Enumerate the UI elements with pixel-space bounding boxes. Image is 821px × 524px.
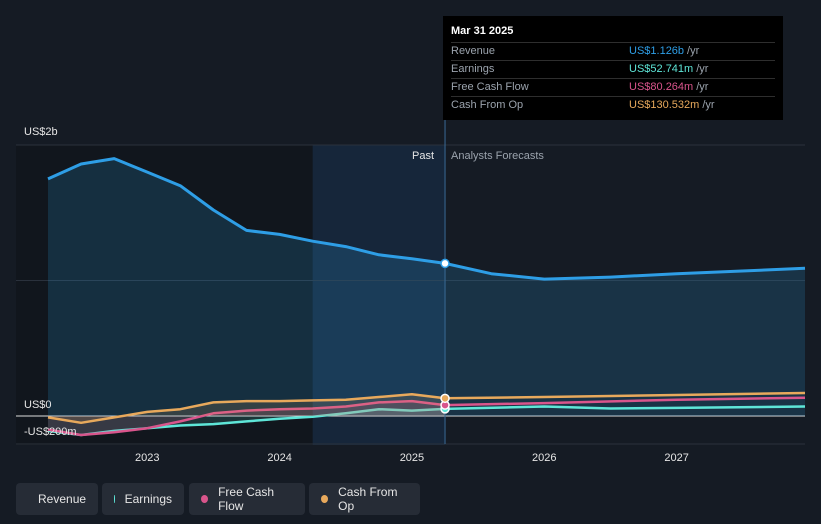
tooltip-value: US$80.264m — [629, 81, 694, 93]
series-area-earnings — [48, 408, 446, 435]
tooltip-row-revenue: Revenue US$1.126b /yr — [451, 42, 775, 60]
forecast-label: Analysts Forecasts — [451, 150, 544, 162]
legend-cash-from-op[interactable]: Cash From Op — [309, 483, 420, 515]
x-tick-label: 2024 — [267, 452, 291, 464]
series-line-free-cash-flow — [47, 396, 806, 437]
legend-revenue[interactable]: Revenue — [16, 483, 98, 515]
legend-label: Revenue — [38, 492, 87, 506]
tooltip-value: US$130.532m — [629, 99, 700, 111]
tooltip-value: US$52.741m — [629, 63, 694, 75]
tooltip-value: US$1.126b — [629, 45, 685, 57]
tooltip-row-earnings: Earnings US$52.741m /yr — [451, 60, 775, 78]
x-tick-label: 2023 — [135, 452, 159, 464]
tooltip-label: Free Cash Flow — [451, 81, 529, 93]
marker-revenue — [440, 258, 450, 269]
tooltip-row-cfo: Cash From Op US$130.532m /yr — [451, 96, 775, 114]
legend-free-cash-flow[interactable]: Free Cash Flow — [189, 483, 305, 515]
tooltip-unit: /yr — [702, 99, 715, 111]
series-line-revenue — [47, 157, 806, 281]
past-shade — [16, 145, 313, 445]
tooltip-unit: /yr — [696, 63, 709, 75]
tooltip-unit: /yr — [696, 81, 709, 93]
series-area-revenue — [48, 158, 805, 416]
x-tick-label: 2026 — [532, 452, 556, 464]
series-area-free-cash-flow — [48, 401, 446, 435]
legend-label: Earnings — [124, 492, 172, 506]
legend-earnings[interactable]: Earnings — [102, 483, 184, 515]
legend-dot-icon — [114, 495, 115, 503]
tooltip-label: Earnings — [451, 63, 495, 75]
tooltip-date: Mar 31 2025 — [451, 25, 514, 37]
tooltip-label: Cash From Op — [451, 99, 524, 111]
series-area-cash-from-op — [48, 394, 446, 423]
marker-cash-from-op — [440, 393, 450, 404]
legend-label: Free Cash Flow — [218, 485, 275, 513]
y-tick-label-0: US$0 — [24, 399, 52, 411]
legend-dot-icon — [321, 495, 329, 503]
legend-label: Cash From Op — [338, 485, 398, 513]
x-tick-label: 2027 — [664, 452, 688, 464]
y-tick-label-neg200m: -US$200m — [24, 426, 77, 438]
tooltip-row-fcf: Free Cash Flow US$80.264m /yr — [451, 78, 775, 96]
x-tick-label: 2025 — [400, 452, 424, 464]
legend-dot-icon — [201, 495, 209, 503]
tooltip-label: Revenue — [451, 45, 496, 57]
series-line-cash-from-op — [47, 391, 806, 425]
y-tick-label-2b: US$2b — [24, 126, 58, 138]
tooltip: Mar 31 2025 Revenue US$1.126b /yr Earnin… — [443, 16, 783, 120]
tooltip-unit: /yr — [687, 45, 700, 57]
past-label: Past — [412, 150, 435, 162]
